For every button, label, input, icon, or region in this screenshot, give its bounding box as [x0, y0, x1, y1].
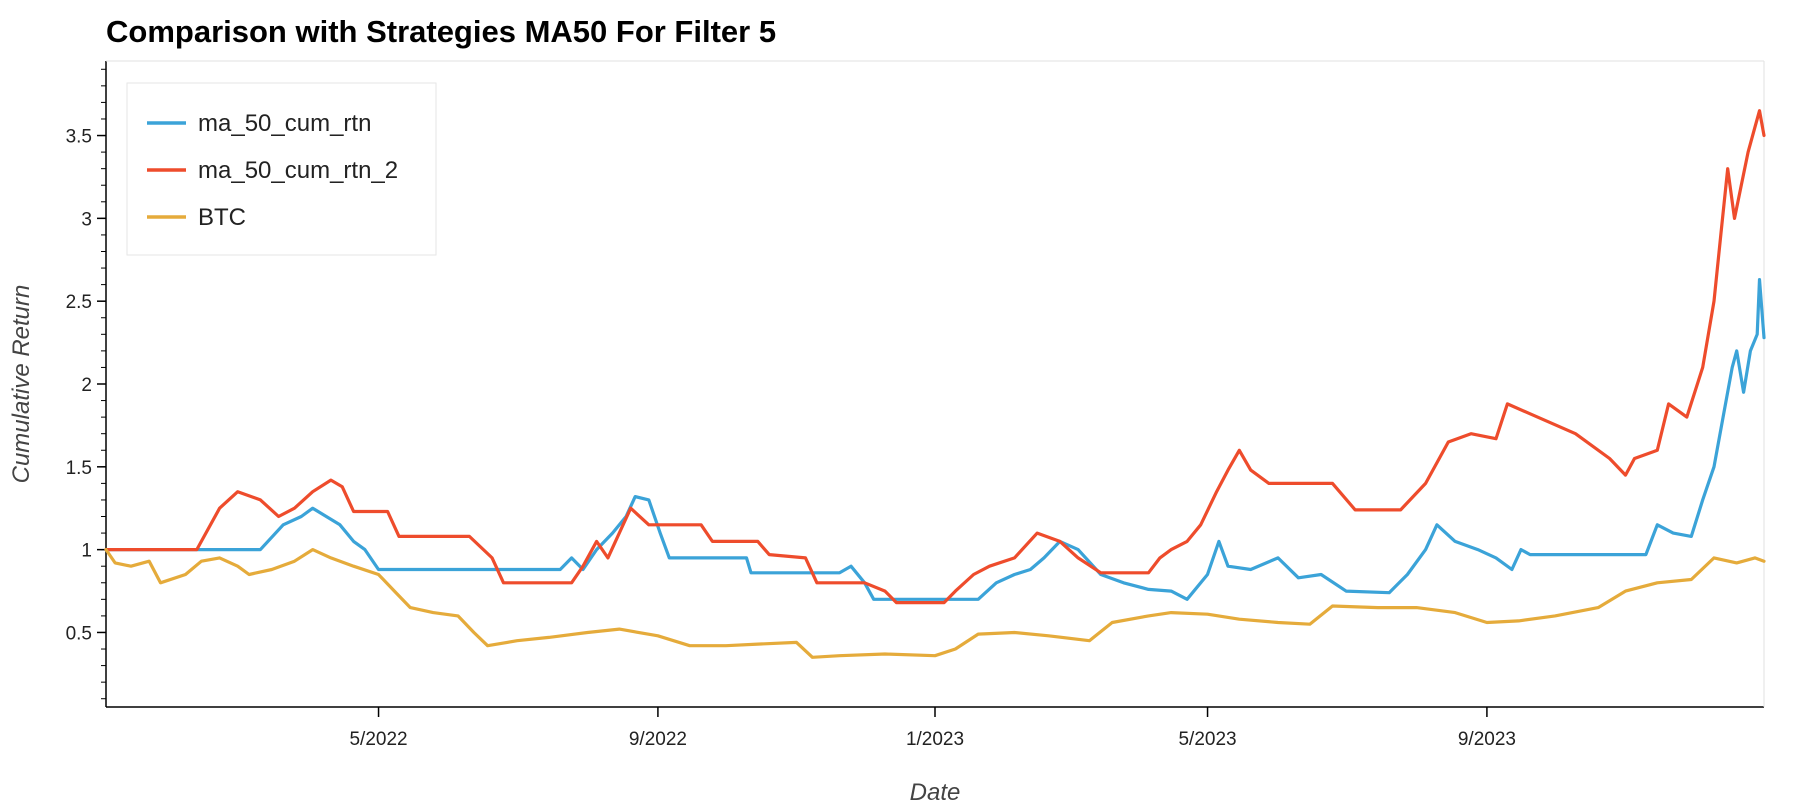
- x-tick-label: 5/2022: [349, 729, 407, 750]
- x-tick-label: 9/2022: [629, 729, 687, 750]
- x-axis-label: Date: [910, 779, 961, 800]
- x-ticks: 5/2022 9/2022 1/2023 5/2023 9/2023: [349, 707, 1516, 750]
- y-tick-label: 1: [81, 541, 92, 562]
- y-tick-label: 3: [81, 209, 92, 230]
- x-tick-label: 1/2023: [906, 729, 964, 750]
- x-tick-label: 9/2023: [1458, 729, 1516, 750]
- y-tick-label: 2.5: [66, 292, 92, 313]
- y-axis-label: Cumulative Return: [8, 285, 35, 484]
- legend-label: BTC: [198, 204, 246, 231]
- x-tick-label: 5/2023: [1178, 729, 1236, 750]
- y-tick-label: 3.5: [66, 127, 92, 148]
- series-line-btc: [104, 547, 1766, 659]
- y-tick-label: 0.5: [66, 623, 92, 644]
- y-tick-label: 1.5: [66, 458, 92, 479]
- series-layer: [104, 109, 1766, 659]
- legend-label: ma_50_cum_rtn_2: [198, 157, 398, 184]
- legend-label: ma_50_cum_rtn: [198, 110, 371, 137]
- legend: ma_50_cum_rtn ma_50_cum_rtn_2 BTC: [126, 82, 437, 256]
- y-tick-label: 2: [81, 375, 92, 396]
- series-line-ma-50-cum-rtn-2: [104, 109, 1766, 605]
- chart-title: Comparison with Strategies MA50 For Filt…: [106, 14, 776, 49]
- series-line-ma-50-cum-rtn: [104, 278, 1766, 601]
- y-ticks: 0.5 1 1.5 2 2.5 3 3.5: [66, 127, 106, 644]
